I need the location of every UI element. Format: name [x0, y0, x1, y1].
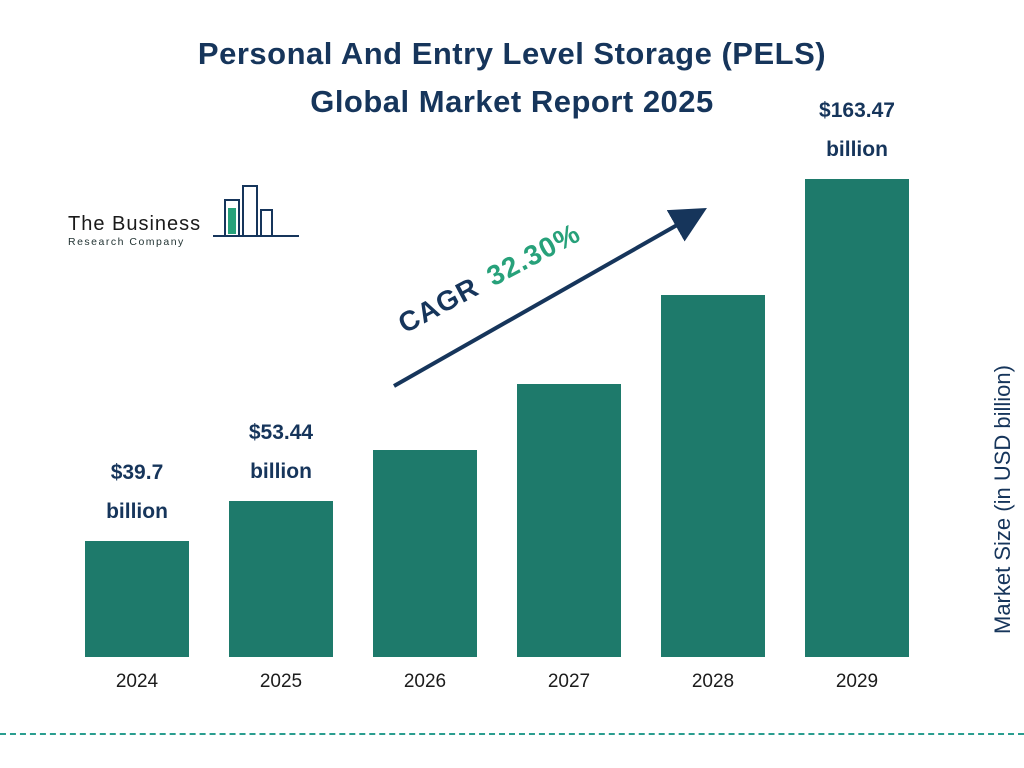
logo-name: The Business: [68, 213, 202, 235]
bar-value-label-2025: $53.44 billion: [249, 413, 313, 491]
logo-bars-icon: [213, 185, 300, 237]
bar-column-2029: $163.47 billion 2029: [805, 91, 909, 695]
y-axis-label: Market Size (in USD billion): [990, 365, 1015, 635]
chart: $39.7 billion 2024 $53.44 billion 2025 2026 202…: [85, 99, 909, 695]
company-logo-text: The Business Research Company: [68, 213, 201, 248]
logo-subname: Research Company: [68, 236, 185, 248]
x-axis-label-2029: 2029: [835, 671, 879, 692]
bar-value-label-2029: $163.47 billion: [819, 91, 895, 169]
bar-column-2028: 2028: [661, 295, 765, 695]
bar-value-unit: billion: [250, 460, 312, 483]
bar-column-2027: 2027: [517, 384, 621, 695]
bar-column-2026: 2026: [373, 450, 477, 695]
bar-value-amount: $163.47: [819, 99, 895, 122]
bars-row: $39.7 billion 2024 $53.44 billion 2025 2026 202…: [85, 99, 909, 695]
bar-column-2025: $53.44 billion 2025: [229, 413, 333, 695]
x-axis-label-2028: 2028: [691, 671, 735, 692]
bar-2029: [805, 179, 909, 657]
chart-title: Personal And Entry Level Storage (PELS) …: [0, 30, 1024, 126]
bar-value-unit: billion: [826, 138, 888, 161]
bar-value-label-2024: $39.7 billion: [106, 453, 168, 531]
bar-2025: [229, 501, 333, 657]
bar-value-amount: $39.7: [110, 461, 164, 484]
bar-value-amount: $53.44: [248, 421, 314, 444]
bottom-dashed-line: [0, 733, 1024, 735]
x-axis-label-2024: 2024: [115, 671, 159, 692]
bar-2028: [661, 295, 765, 657]
x-axis-label-2026: 2026: [403, 671, 447, 692]
bar-value-unit: billion: [106, 500, 168, 523]
x-axis-label-2025: 2025: [259, 671, 303, 692]
chart-title-line2: Global Market Report 2025: [310, 84, 714, 119]
bar-2026: [373, 450, 477, 657]
bar-2027: [517, 384, 621, 657]
x-axis-label-2027: 2027: [547, 671, 591, 692]
bar-2024: [85, 541, 189, 657]
bar-column-2024: $39.7 billion 2024: [85, 453, 189, 695]
chart-title-line1: Personal And Entry Level Storage (PELS): [197, 36, 827, 71]
company-logo: The Business Research Company: [68, 178, 303, 248]
